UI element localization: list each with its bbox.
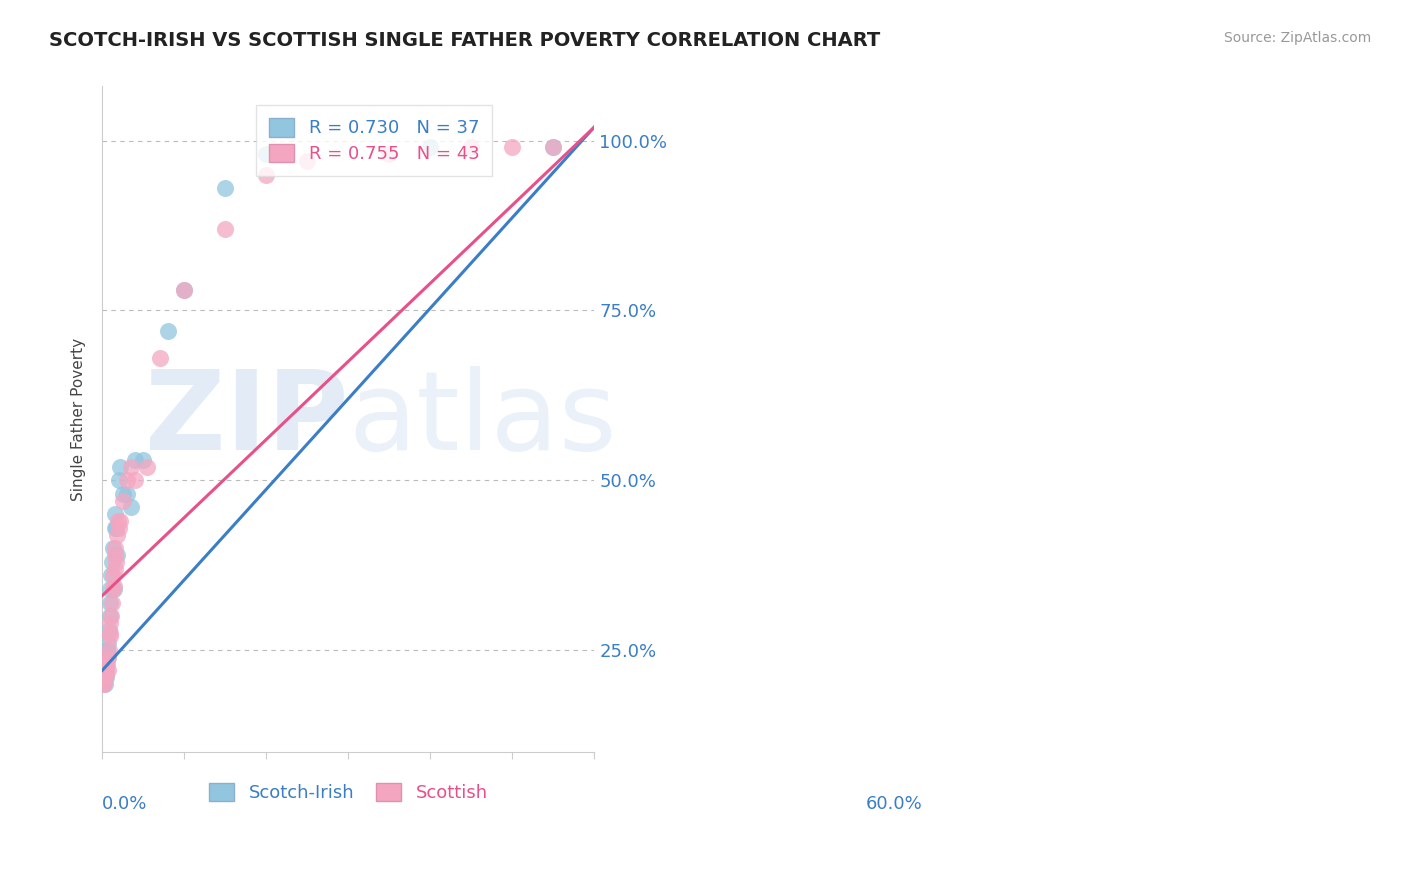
Point (173, 283, 195, 297)
Point (101, 568, 124, 582)
Point (97, 636, 120, 650)
Point (100, 615, 122, 630)
Point (105, 555, 128, 569)
Point (107, 473, 129, 487)
Point (97, 643, 120, 657)
Point (94, 657, 117, 671)
Point (115, 473, 138, 487)
Point (96, 643, 118, 657)
Text: atlas: atlas (349, 366, 617, 473)
Point (103, 582, 125, 596)
Point (97, 649, 120, 664)
Point (98, 609, 121, 624)
Text: SCOTCH-IRISH VS SCOTTISH SINGLE FATHER POVERTY CORRELATION CHART: SCOTCH-IRISH VS SCOTTISH SINGLE FATHER P… (49, 31, 880, 50)
Point (105, 548, 128, 562)
Point (101, 541, 124, 556)
Text: 0.0%: 0.0% (103, 795, 148, 814)
Point (104, 507, 127, 521)
Point (107, 514, 129, 528)
Point (93, 666, 115, 681)
Point (378, 147, 401, 161)
Y-axis label: Single Father Poverty: Single Father Poverty (72, 337, 86, 500)
Point (100, 626, 122, 640)
Point (110, 459, 132, 474)
Point (543, 140, 565, 154)
Point (96, 664, 118, 678)
Text: Source: ZipAtlas.com: Source: ZipAtlas.com (1223, 31, 1371, 45)
Point (104, 541, 127, 556)
Point (93, 677, 115, 691)
Point (100, 595, 122, 609)
Point (173, 283, 195, 297)
Point (94, 657, 117, 671)
Point (91, 677, 114, 691)
Legend: Scotch-Irish, Scottish: Scotch-Irish, Scottish (201, 776, 495, 809)
Point (419, 140, 441, 154)
Point (93, 670, 115, 684)
Point (94, 666, 117, 681)
Point (103, 561, 125, 575)
Point (97, 623, 120, 637)
Point (149, 351, 172, 365)
Point (501, 140, 523, 154)
Point (103, 521, 125, 535)
Point (96, 670, 118, 684)
Point (111, 487, 134, 501)
Point (111, 493, 134, 508)
Point (101, 595, 124, 609)
Point (93, 673, 115, 688)
Point (110, 514, 132, 528)
Point (460, 140, 482, 154)
Point (93, 664, 115, 678)
Point (97, 664, 120, 678)
Point (124, 473, 146, 487)
Point (107, 521, 129, 535)
Point (297, 154, 319, 169)
Point (136, 459, 159, 474)
Point (101, 582, 124, 596)
Point (100, 609, 122, 624)
Point (105, 521, 128, 535)
Text: 60.0%: 60.0% (866, 795, 922, 814)
Text: ZIP: ZIP (145, 366, 349, 473)
Point (214, 222, 236, 236)
Point (91, 677, 114, 691)
Point (254, 147, 277, 161)
Point (100, 568, 122, 582)
Point (105, 527, 128, 541)
Point (543, 140, 565, 154)
Point (93, 666, 115, 681)
Point (96, 657, 118, 671)
Point (101, 555, 124, 569)
Point (254, 168, 277, 182)
Point (120, 459, 142, 474)
Point (94, 664, 117, 678)
Point (124, 453, 146, 467)
Point (103, 578, 125, 592)
Point (93, 670, 115, 684)
Point (93, 677, 115, 691)
Point (97, 649, 120, 664)
Point (103, 548, 125, 562)
Point (120, 500, 142, 515)
Point (132, 453, 155, 467)
Point (214, 181, 236, 195)
Point (96, 666, 118, 681)
Point (156, 324, 179, 338)
Point (115, 487, 138, 501)
Point (100, 582, 122, 596)
Point (96, 660, 118, 674)
Point (98, 630, 121, 644)
